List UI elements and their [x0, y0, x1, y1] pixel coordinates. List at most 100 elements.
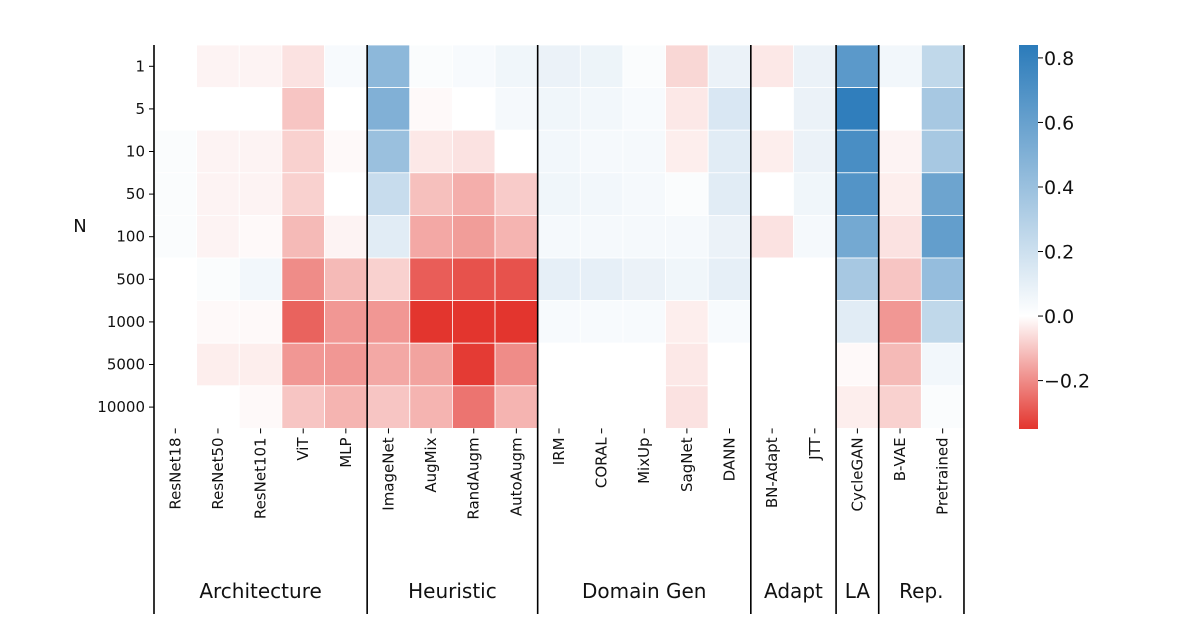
x-tick-label: AutoAugm [507, 437, 525, 516]
x-tick-label: MLP [337, 437, 355, 467]
heatmap-cell [281, 129, 325, 174]
x-tick-label: SagNet [678, 437, 696, 492]
heatmap-cell [494, 300, 539, 344]
heatmap-cell [622, 300, 666, 344]
heatmap-cell [366, 172, 411, 216]
heatmap-cell [238, 385, 283, 429]
heatmap-cell [665, 385, 709, 429]
y-tick-label: 10000 [97, 398, 145, 416]
x-tick-label: IRM [550, 437, 568, 465]
heatmap-cell [622, 87, 666, 131]
x-tick-label: ResNet50 [209, 437, 227, 509]
heatmap-cell [196, 87, 240, 131]
heatmap-cell [537, 129, 581, 174]
heatmap-cell [835, 257, 880, 301]
heatmap-cell [665, 44, 709, 88]
heatmap-cell [196, 342, 240, 387]
heatmap-cell [452, 87, 496, 131]
heatmap-cell [878, 214, 922, 259]
heatmap-cell [196, 172, 240, 216]
heatmap-cell [281, 385, 325, 429]
colorbar-tick-label: 0.4 [1044, 177, 1074, 199]
heatmap-cell [196, 129, 240, 174]
heatmap-cell [537, 87, 581, 131]
heatmap-cell [707, 385, 752, 429]
heatmap-cell [452, 172, 496, 216]
x-tick-label: DANN [721, 437, 739, 481]
heatmap-cell [281, 342, 325, 387]
heatmap-cell [750, 342, 794, 387]
heatmap-cell [153, 300, 198, 344]
x-tick-label: ImageNet [379, 437, 397, 510]
heatmap-cell [324, 44, 368, 88]
heatmap-cell [494, 385, 539, 429]
heatmap-cell [579, 300, 624, 344]
heatmap-cell [707, 129, 752, 174]
colorbar-tick-label: 0.8 [1044, 48, 1074, 70]
heatmap-cell [835, 87, 880, 131]
heatmap-cell [750, 87, 794, 131]
colorbar: 0.8 0.6 0.4 0.2 0.0 −0.2 [1019, 45, 1090, 429]
y-tick-label: 500 [116, 270, 145, 288]
heatmap-cell [281, 87, 325, 131]
heatmap-cell [920, 129, 965, 174]
heatmap-cell [494, 257, 539, 301]
heatmap-cell [494, 214, 539, 259]
heatmap-cell [665, 87, 709, 131]
heatmap-cell [366, 214, 411, 259]
x-tick-label: JTT [806, 437, 824, 461]
x-tick-label: B-VAE [891, 437, 909, 481]
heatmap-cell [622, 342, 666, 387]
heatmap-cell [750, 257, 794, 301]
group-label: LA [845, 579, 871, 603]
heatmap-cell [622, 385, 666, 429]
x-tick-label: ViT [294, 437, 312, 461]
heatmap-cell [366, 342, 411, 387]
heatmap-cell [409, 172, 453, 216]
heatmap-cell [793, 342, 837, 387]
heatmap-cell [835, 342, 880, 387]
heatmap-cell [878, 342, 922, 387]
heatmap-cell [750, 385, 794, 429]
heatmap-cell [707, 172, 752, 216]
group-label: Domain Gen [582, 579, 706, 603]
heatmap-cell [409, 342, 453, 387]
heatmap-cell [878, 172, 922, 216]
heatmap-cell [579, 214, 624, 259]
heatmap-cell [793, 300, 837, 344]
heatmap-cell [409, 257, 453, 301]
heatmap-cell [750, 214, 794, 259]
y-tick-label: 1000 [107, 313, 145, 331]
x-tick-label: CycleGAN [848, 437, 866, 511]
heatmap-cell [920, 214, 965, 259]
heatmap-cell [793, 214, 837, 259]
x-tick-labels: ResNet18 ResNet50 ResNet101 ViT MLP ImageNet A… [166, 428, 952, 520]
heatmap-cell [324, 342, 368, 387]
heatmap-cell [494, 44, 539, 88]
heatmap-cell [707, 87, 752, 131]
heatmap-cell [366, 44, 411, 88]
heatmap-cell [835, 172, 880, 216]
heatmap-cell [494, 87, 539, 131]
heatmap-cell [579, 87, 624, 131]
heatmap-cell [920, 257, 965, 301]
y-tick-label: 50 [126, 185, 145, 203]
heatmap-cell [665, 129, 709, 174]
heatmap-cell [920, 342, 965, 387]
heatmap-cell [835, 300, 880, 344]
y-tick-labels: 1 5 10 50 100 500 1000 5000 10000 [97, 57, 154, 416]
heatmap-cell [878, 44, 922, 88]
heatmap-cell [665, 172, 709, 216]
heatmap-cell [579, 129, 624, 174]
colorbar-gradient [1019, 45, 1038, 429]
heatmap-cell [579, 385, 624, 429]
heatmap-cell [707, 342, 752, 387]
heatmap-cell [238, 87, 283, 131]
heatmap-cell [537, 257, 581, 301]
heatmap-cell [409, 129, 453, 174]
colorbar-tick-label: 0.0 [1044, 306, 1074, 328]
group-label: Rep. [899, 579, 943, 603]
heatmap-cell [324, 214, 368, 259]
heatmap-cell [835, 44, 880, 88]
x-tick-label: ResNet101 [252, 437, 270, 519]
